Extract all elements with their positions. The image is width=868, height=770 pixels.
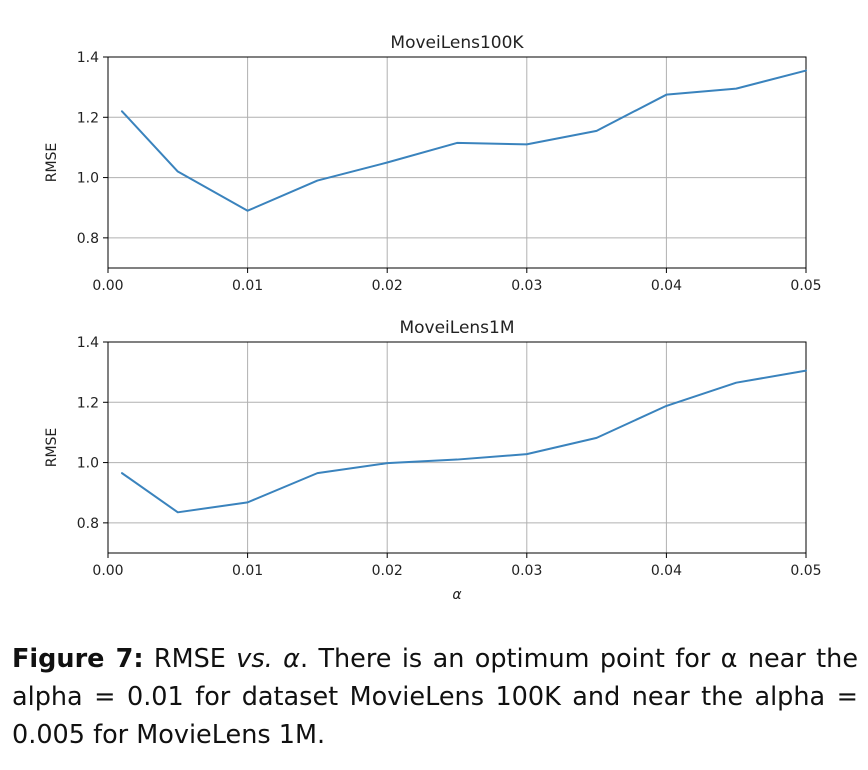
- x-tick-label: 0.02: [372, 563, 403, 579]
- y-axis-label: RMSE: [44, 428, 60, 468]
- y-axis-label: RMSE: [44, 143, 60, 183]
- y-tick-label: 1.2: [77, 395, 99, 411]
- caption-vs-alpha: vs. α: [236, 644, 300, 674]
- x-axis-label: α: [452, 587, 462, 603]
- y-tick-label: 1.0: [77, 171, 99, 187]
- x-tick-label: 0.02: [372, 278, 403, 294]
- y-tick-label: 0.8: [77, 231, 99, 247]
- x-tick-label: 0.05: [790, 563, 821, 579]
- plot-frame: [107, 341, 807, 554]
- x-tick-label: 0.03: [511, 278, 542, 294]
- caption-text-2: . There is an optimum point for α near t…: [12, 644, 859, 750]
- y-tick-label: 1.0: [77, 456, 99, 472]
- figure-caption: Figure 7: RMSE vs. α. There is an optimu…: [12, 640, 858, 754]
- plot-frame: [107, 56, 807, 269]
- y-tick-label: 0.8: [77, 516, 99, 532]
- chart-title: MoveiLens1M: [399, 318, 514, 338]
- figure: 0.00 0.01 0.02 0.03 0.04 0.05 0.8 1.0 1.2 1.4 Move…: [44, 33, 822, 603]
- chart-movielens-1m: 0.00 0.01 0.02 0.03 0.04 0.05 0.8 1.0 1.2 1.4 Move…: [44, 318, 822, 603]
- chart-movielens-100k: 0.00 0.01 0.02 0.03 0.04 0.05 0.8 1.0 1.2 1.4 Move…: [44, 33, 822, 294]
- caption-text-1: RMSE: [143, 644, 237, 674]
- x-tick-label: 0.00: [92, 563, 123, 579]
- x-tick-label: 0.04: [651, 563, 682, 579]
- x-tick-label: 0.05: [790, 278, 821, 294]
- y-tick-label: 1.4: [77, 335, 99, 351]
- chart-title: MoveiLens100K: [390, 33, 524, 53]
- x-tick-label: 0.01: [232, 278, 263, 294]
- caption-label: Figure 7:: [12, 644, 144, 674]
- x-tick-label: 0.01: [232, 563, 263, 579]
- x-tick-label: 0.00: [92, 278, 123, 294]
- x-tick-label: 0.03: [511, 563, 542, 579]
- series-line: [120, 69, 807, 212]
- y-tick-label: 1.4: [77, 50, 99, 66]
- x-tick-label: 0.04: [651, 278, 682, 294]
- y-tick-label: 1.2: [77, 110, 99, 126]
- series-line: [120, 369, 807, 514]
